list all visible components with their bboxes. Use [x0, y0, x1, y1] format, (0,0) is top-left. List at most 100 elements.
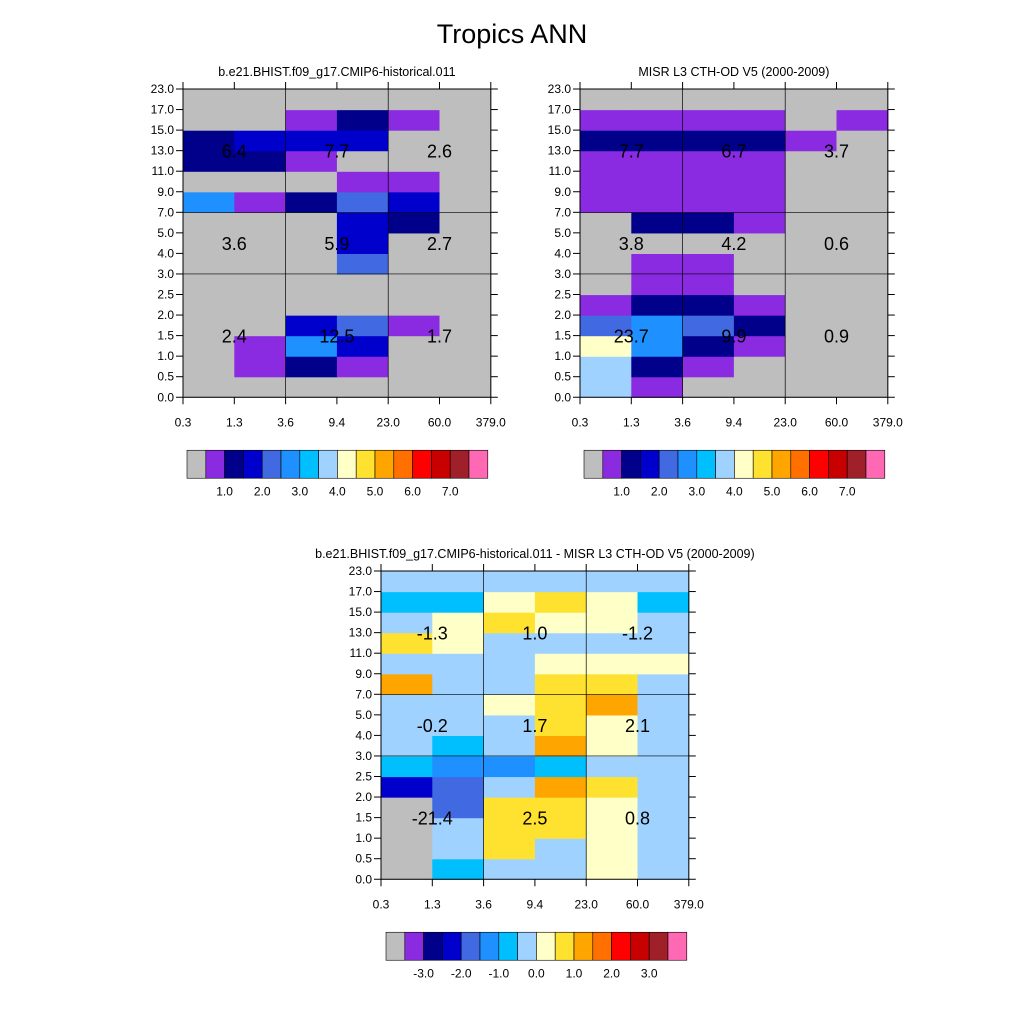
- heatmap-cell: [682, 232, 735, 254]
- y-tick-label: 4.0: [355, 728, 372, 742]
- heatmap-cell: [785, 253, 838, 275]
- y-tick-label: 17.0: [349, 585, 373, 599]
- heatmap-cell: [234, 109, 287, 131]
- heatmap-cell: [336, 130, 389, 152]
- heatmap-cell: [381, 694, 433, 716]
- y-tick-label: 5.0: [554, 226, 571, 240]
- heatmap-cell: [682, 89, 735, 111]
- heatmap-cell: [785, 130, 838, 152]
- heatmap-cell: [388, 150, 441, 172]
- heatmap-cell: [534, 612, 587, 634]
- heatmap-cell: [836, 171, 889, 193]
- group-value-label: 12.5: [319, 327, 354, 347]
- heatmap-cell: [733, 335, 786, 357]
- heatmap-cell: [631, 130, 684, 152]
- heatmap-cell: [580, 335, 632, 357]
- heatmap-cell: [336, 89, 389, 111]
- heatmap-cell: [836, 273, 889, 296]
- colorbar-swatch: [431, 449, 451, 479]
- heatmap-cell: [336, 376, 389, 398]
- heatmap-cell: [580, 294, 632, 316]
- heatmap-cell: [234, 171, 287, 193]
- heatmap-cell: [586, 776, 639, 798]
- heatmap-cell: [682, 356, 735, 378]
- heatmap-cell: [234, 335, 287, 357]
- heatmap-cell: [439, 89, 492, 111]
- heatmap-cell: [234, 130, 287, 152]
- heatmap-cell: [381, 755, 433, 778]
- heatmap-cell: [483, 776, 536, 798]
- heatmap-cell: [836, 130, 889, 152]
- heatmap-cell: [586, 714, 639, 736]
- y-tick-label: 1.5: [355, 811, 372, 825]
- colorbar-swatch: [374, 449, 395, 479]
- heatmap-cell: [631, 89, 684, 111]
- heatmap-cell: [381, 735, 433, 757]
- heatmap-cell: [733, 171, 786, 193]
- heatmap-cell: [183, 212, 235, 234]
- heatmap-cell: [285, 273, 338, 296]
- heatmap-cell: [580, 253, 632, 275]
- heatmap-cell: [682, 171, 735, 193]
- colorbar-swatch: [602, 449, 622, 479]
- heatmap-cell: [388, 356, 441, 378]
- heatmap-cell: [836, 335, 889, 357]
- heatmap-cell: [439, 171, 492, 193]
- heatmap-cell: [733, 273, 786, 296]
- colorbar-swatch: [715, 449, 735, 479]
- group-value-label: 0.6: [824, 234, 849, 254]
- group-value-label: 6.7: [721, 142, 746, 162]
- heatmap-cell: [432, 571, 485, 593]
- y-tick-label: 0.0: [355, 872, 372, 886]
- heatmap-cell: [388, 171, 441, 193]
- heatmap-cell: [836, 356, 889, 378]
- panel-2: MISR L3 CTH-OD V5 (2000-2009) 0.0 0.5 1.0 1.…: [548, 65, 903, 498]
- heatmap-cell: [637, 571, 690, 593]
- heatmap-cell: [580, 273, 632, 296]
- x-tick-label: 3.6: [674, 415, 691, 429]
- heatmap-cell: [836, 212, 889, 234]
- heatmap-cell: [836, 150, 889, 172]
- group-value-label: 3.6: [222, 234, 247, 254]
- heatmap-cell: [682, 130, 735, 152]
- heatmap-cell: [631, 191, 684, 213]
- heatmap-cell: [336, 212, 389, 234]
- colorbar-swatch: [611, 931, 631, 961]
- heatmap-cell: [381, 797, 433, 819]
- heatmap-cell: [682, 191, 735, 213]
- heatmap-cell: [682, 253, 735, 275]
- group-value-label: 3.8: [619, 234, 644, 254]
- heatmap-cell: [381, 632, 433, 654]
- colorbar-label: 4.0: [726, 484, 743, 498]
- colorbar-swatch: [393, 449, 413, 479]
- heatmap-cell: [631, 150, 684, 172]
- heatmap-cell: [432, 817, 485, 839]
- heatmap-cell: [534, 694, 587, 716]
- heatmap-cell: [381, 612, 433, 634]
- x-tick-label: 3.6: [475, 897, 492, 911]
- colorbar-swatch: [846, 449, 867, 479]
- heatmap-cell: [580, 130, 632, 152]
- heatmap-cell: [733, 253, 786, 275]
- heatmap-cell: [432, 653, 485, 675]
- heatmap-cell: [285, 130, 338, 152]
- colorbar-label: 2.0: [254, 484, 271, 498]
- heatmap-cell: [285, 212, 338, 234]
- heatmap-cell: [285, 171, 338, 193]
- y-tick-label: 11.0: [549, 164, 572, 178]
- group-value-label: 2.5: [522, 809, 547, 829]
- colorbar-label: 2.0: [603, 966, 620, 980]
- heatmap-cell: [637, 714, 690, 736]
- heatmap-cell: [586, 591, 639, 613]
- colorbar-swatch: [554, 931, 575, 961]
- heatmap-cell: [381, 714, 433, 736]
- y-tick-label: 1.0: [554, 349, 571, 363]
- heatmap-cell: [183, 109, 235, 131]
- heatmap-cell: [483, 673, 536, 695]
- heatmap-cell: [534, 797, 587, 819]
- colorbar-label: 7.0: [442, 484, 459, 498]
- heatmap-cell: [586, 817, 639, 839]
- heatmap-cell: [285, 89, 338, 111]
- heatmap-cell: [836, 253, 889, 275]
